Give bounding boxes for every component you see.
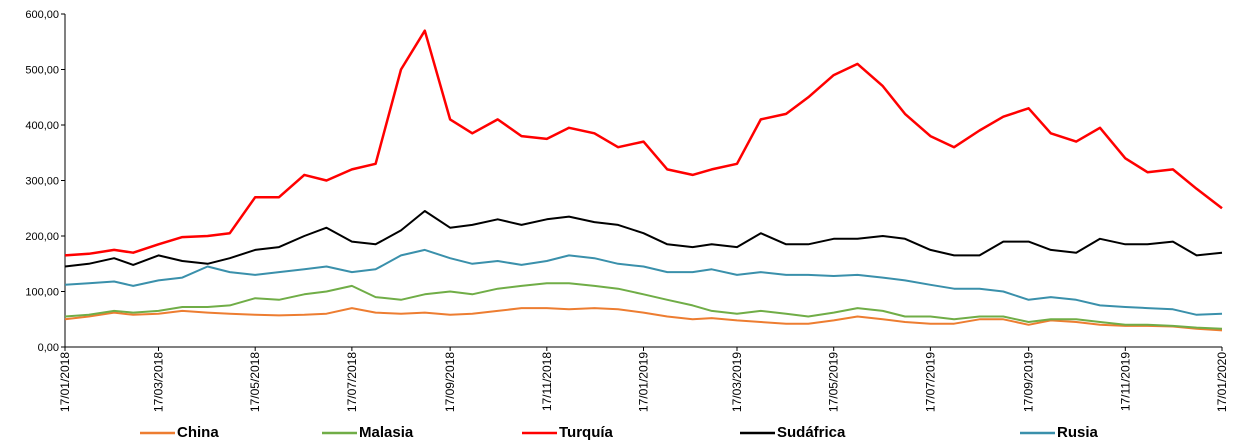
legend-label: Turquía <box>559 424 614 441</box>
series-line <box>64 210 1223 268</box>
y-tick-label: 100,00 <box>25 287 59 299</box>
x-tick-label: 17/05/2019 <box>827 352 841 412</box>
series-line <box>64 282 1223 330</box>
x-tick-label: 17/09/2019 <box>1022 352 1036 412</box>
x-tick-label: 17/01/2020 <box>1215 352 1229 412</box>
legend-label: Sudáfrica <box>777 424 846 441</box>
legend-label: Malasia <box>359 424 414 441</box>
y-tick-label: 400,00 <box>25 120 59 132</box>
y-tick-label: 300,00 <box>25 176 59 188</box>
x-tick-label: 17/01/2019 <box>637 352 651 412</box>
y-tick-label: 0,00 <box>38 342 59 354</box>
x-tick-label: 17/09/2018 <box>443 352 457 412</box>
x-tick-label: 17/01/2018 <box>58 352 72 412</box>
legend-label: Rusia <box>1057 424 1099 441</box>
y-tick-label: 600,00 <box>25 9 59 21</box>
x-tick-label: 17/11/2019 <box>1118 352 1132 411</box>
series-line <box>64 248 1223 316</box>
x-tick-label: 17/05/2018 <box>248 352 262 412</box>
x-tick-label: 17/03/2018 <box>152 352 166 412</box>
y-tick-label: 500,00 <box>25 65 59 77</box>
x-tick-label: 17/07/2018 <box>345 352 359 412</box>
x-tick-label: 17/07/2019 <box>923 352 937 412</box>
legend-label: China <box>177 424 219 441</box>
x-tick-label: 17/11/2018 <box>540 352 554 411</box>
series-line <box>64 29 1223 257</box>
x-tick-label: 17/03/2019 <box>730 352 744 412</box>
y-tick-label: 200,00 <box>25 231 59 243</box>
series-line <box>64 307 1223 332</box>
